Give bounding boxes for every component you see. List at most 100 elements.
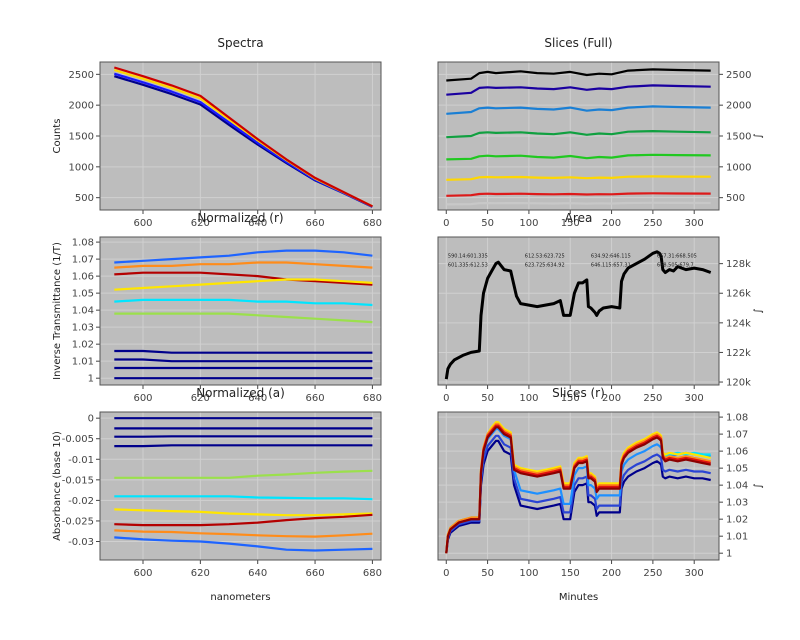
- series-group: [446, 68, 711, 206]
- plot-frame: [99, 236, 382, 386]
- x-tick-label: 660: [306, 218, 325, 229]
- y-tick-label: 2000: [69, 101, 94, 112]
- series-line-darkred: [445, 426, 711, 554]
- series-group: [113, 66, 373, 208]
- series-line-red: [113, 66, 373, 208]
- chart-title: Normalized (a): [196, 386, 285, 400]
- y-tick-label: 1.04: [72, 306, 94, 317]
- series-line-green: [114, 312, 373, 324]
- chart-title: Normalized (r): [197, 211, 283, 225]
- annotation-label: 590.14:601.335: [448, 254, 488, 260]
- chart-slices_r: 0 50 100 150 200 250 300 1 1.01 1.02 1.03 1.04 1.05 1…: [437, 386, 764, 603]
- y-tick-label: 1.04: [726, 481, 748, 492]
- x-tick-label: 0: [443, 568, 449, 579]
- chart-area: 0 50 100 150 200 250 300 120k 122k 124k 126k 128k 59…: [437, 211, 764, 404]
- x-tick-label: 250: [643, 393, 662, 404]
- y-tick-label: 1.06: [72, 272, 94, 283]
- y-tick-label: 1.05: [726, 464, 748, 475]
- series-line-s3: [446, 105, 711, 115]
- x-tick-label: 200: [602, 568, 621, 579]
- x-tick-label: 150: [561, 218, 580, 229]
- y-tick-label: 1: [88, 374, 94, 385]
- x-tick-label: 680: [363, 218, 382, 229]
- y-tick-label: 1.01: [72, 357, 94, 368]
- x-tick-label: 680: [363, 568, 382, 579]
- y-tick-label: 1.07: [726, 430, 748, 441]
- series-line-yellow: [114, 278, 373, 291]
- annotation-label: 634.92:646.115: [591, 254, 631, 260]
- plot-frame: [99, 411, 382, 561]
- x-tick-label: 640: [248, 218, 267, 229]
- series-line-s4: [446, 130, 711, 139]
- x-tick-label: 50: [481, 393, 494, 404]
- y-tick-label: 1.05: [72, 289, 94, 300]
- y-tick-label: 1.02: [726, 515, 748, 526]
- y-tick-label: -0.005: [62, 434, 94, 445]
- chart-title: Slices (Full): [544, 36, 612, 50]
- y-axis-label: Absorbance (base 10): [52, 431, 63, 541]
- annotation-label: 612.53:623.725: [525, 254, 565, 260]
- y-tick-label: 124k: [726, 318, 751, 329]
- x-tick-label: 50: [481, 218, 494, 229]
- y-axis-label: ∫: [753, 308, 764, 313]
- chart-title: Area: [565, 211, 593, 225]
- x-tick-label: 680: [363, 393, 382, 404]
- y-tick-label: 1.07: [72, 255, 94, 266]
- y-tick-label: -0.03: [68, 537, 94, 548]
- y-tick-label: 2000: [726, 101, 751, 112]
- plot-frame: [99, 61, 382, 211]
- series-line-s6: [446, 175, 711, 181]
- chart-slices_full: 0 50 100 150 200 250 300 500 1000 1500 2000 2500 Sli…: [437, 36, 764, 229]
- series-line-navy-3: [114, 444, 373, 448]
- x-tick-label: 600: [133, 218, 152, 229]
- annotation-label: 601.335:612.53: [448, 263, 488, 269]
- x-tick-label: 620: [191, 218, 210, 229]
- x-tick-label: 100: [519, 393, 538, 404]
- series-line-cyan: [114, 298, 373, 307]
- x-tick-label: 300: [685, 218, 704, 229]
- series-line-s7: [446, 192, 711, 197]
- series-line-s2: [446, 84, 711, 96]
- x-tick-label: 600: [133, 568, 152, 579]
- series-group: [445, 421, 711, 554]
- y-tick-label: 1.08: [726, 413, 748, 424]
- x-tick-label: 250: [643, 568, 662, 579]
- y-tick-label: 1000: [726, 162, 751, 173]
- y-tick-label: 1.06: [726, 447, 748, 458]
- y-tick-label: 1000: [69, 162, 94, 173]
- chart-title: Spectra: [217, 36, 263, 50]
- y-tick-label: 500: [75, 193, 94, 204]
- y-tick-label: 128k: [726, 259, 751, 270]
- y-tick-label: 120k: [726, 378, 751, 389]
- x-tick-label: 100: [519, 218, 538, 229]
- annotation-label: 646.115:657.31: [591, 263, 631, 269]
- annotation-label: 657.31:668.505: [657, 254, 697, 260]
- series-line-s1: [446, 68, 711, 82]
- x-tick-label: 620: [191, 568, 210, 579]
- series-group: [114, 417, 373, 552]
- x-tick-label: 300: [685, 393, 704, 404]
- series-line-green: [114, 469, 373, 479]
- chart-spectra: 600 620 640 660 680 500 1000 1500 2000 2500 Spectr…: [52, 36, 382, 229]
- y-tick-label: 1.03: [726, 498, 748, 509]
- y-axis-label: ∫: [753, 133, 764, 138]
- x-tick-label: 0: [443, 218, 449, 229]
- x-tick-label: 150: [561, 568, 580, 579]
- chart-normalized_r: 600 620 640 660 680 1 1.01 1.02 1.03 1.04 1.05 1.06…: [52, 211, 382, 404]
- y-tick-label: 1500: [726, 132, 751, 143]
- chart-normalized_a: 600 620 640 660 680 0 -0.005 -0.01 -0.015 -0.02 -0…: [52, 386, 382, 603]
- x-tick-label: 50: [481, 568, 494, 579]
- series-line-blue-top: [114, 249, 373, 264]
- y-axis-label: Counts: [52, 119, 63, 154]
- y-tick-label: 0: [88, 414, 94, 425]
- series-line-navy-2: [114, 358, 373, 363]
- x-tick-label: 640: [248, 393, 267, 404]
- series-line-red: [114, 513, 373, 527]
- y-tick-label: 2500: [726, 70, 751, 81]
- y-tick-label: 1.08: [72, 238, 94, 249]
- series-line-s8: [446, 201, 711, 206]
- y-tick-label: -0.02: [68, 496, 94, 507]
- annotation-label: 623.725:634.92: [525, 263, 565, 269]
- series-line-s5: [446, 153, 711, 161]
